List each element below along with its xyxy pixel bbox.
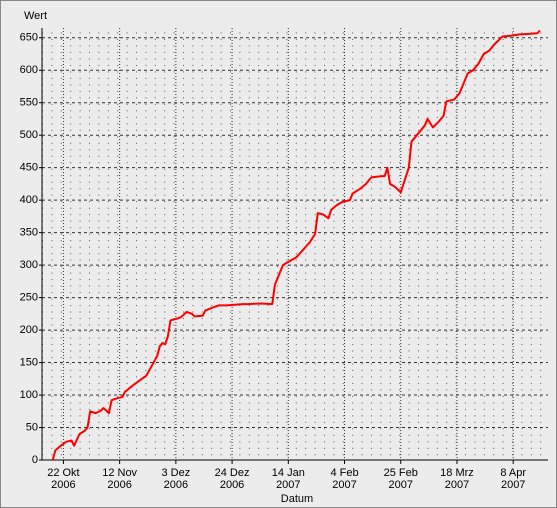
y-axis-label: Wert: [24, 10, 47, 22]
data-line: [51, 29, 541, 461]
y-tick-label: 650: [20, 32, 38, 44]
minor-grid: [42, 28, 548, 460]
x-axis-label: Datum: [281, 493, 313, 505]
x-tick-label: 8 Apr: [500, 467, 526, 479]
y-tick-label: 50: [26, 421, 38, 433]
y-tick-label: 600: [20, 64, 38, 76]
y-tick-label: 350: [20, 227, 38, 239]
y-tick-label: 550: [20, 97, 38, 109]
y-tick-label: 100: [20, 389, 38, 401]
y-tick-label: 250: [20, 292, 38, 304]
x-tick-label: 2007: [445, 479, 469, 491]
x-tick-label: 2007: [389, 479, 413, 491]
y-tick-label: 300: [20, 259, 38, 271]
y-tick-label: 200: [20, 324, 38, 336]
y-tick-label: 150: [20, 356, 38, 368]
y-tick-label: 400: [20, 194, 38, 206]
x-tick-label: 2007: [501, 479, 525, 491]
x-tick-label: 2007: [276, 479, 300, 491]
x-tick-label: 2006: [164, 479, 188, 491]
x-tick-label: 3 Dez: [161, 467, 190, 479]
x-tick-label: 2006: [220, 479, 244, 491]
x-tick-label: 2006: [107, 479, 131, 491]
x-tick-label: 12 Nov: [102, 467, 137, 479]
x-tick-label: 25 Feb: [384, 467, 418, 479]
x-tick-label: 18 Mrz: [440, 467, 474, 479]
y-tick-label: 500: [20, 129, 38, 141]
x-tick-label: 4 Feb: [330, 467, 358, 479]
y-tick-label: 0: [32, 454, 38, 466]
x-tick-label: 2007: [332, 479, 356, 491]
y-tick-label: 450: [20, 162, 38, 174]
x-tick-label: 14 Jan: [272, 467, 305, 479]
x-tick-label: 22 Okt: [47, 467, 79, 479]
x-tick-label: 2006: [51, 479, 75, 491]
x-tick-label: 24 Dez: [215, 467, 250, 479]
